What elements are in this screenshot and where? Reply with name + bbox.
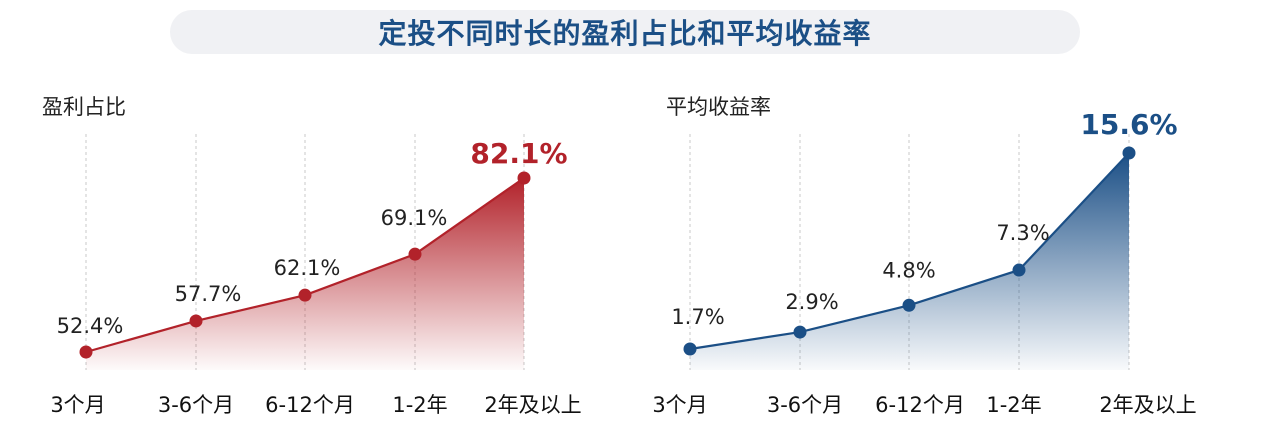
value-labels: 1.7% 2.9% 4.8% 7.3% 15.6% <box>671 108 1177 329</box>
value-label: 69.1% <box>381 206 448 230</box>
data-point <box>408 247 422 261</box>
chart-title: 平均收益率 <box>666 95 771 119</box>
data-point <box>298 288 312 302</box>
page-title: 定投不同时长的盈利占比和平均收益率 <box>378 17 872 50</box>
value-label: 57.7% <box>175 282 242 306</box>
value-labels: 52.4% 57.7% 62.1% 69.1% 82.1% <box>57 137 568 338</box>
category-label: 3个月 <box>652 393 707 417</box>
points <box>79 171 531 359</box>
chart-profit-ratio: 盈利占比 52.4% 57.7% 62.1% 69.1% 82.1% 3个月 3-6个月 6… <box>42 95 582 417</box>
category-label: 6-12个月 <box>875 393 965 417</box>
value-label: 15.6% <box>1080 108 1177 141</box>
category-label: 2年及以上 <box>1099 393 1196 417</box>
data-point <box>79 345 93 359</box>
title-banner: 定投不同时长的盈利占比和平均收益率 <box>170 10 1080 54</box>
category-label: 3个月 <box>50 393 105 417</box>
chart-title: 盈利占比 <box>42 95 126 119</box>
value-label: 82.1% <box>470 137 567 170</box>
data-point <box>1012 263 1026 277</box>
category-label: 6-12个月 <box>265 393 355 417</box>
data-point <box>793 325 807 339</box>
chart-average-return: 平均收益率 1.7% 2.9% 4.8% 7.3% 15.6% 3个月 3-6个月 6-12… <box>652 95 1196 417</box>
data-point <box>189 314 203 328</box>
data-point <box>517 171 531 185</box>
data-point <box>1122 146 1136 160</box>
value-label: 2.9% <box>785 290 838 314</box>
value-label: 4.8% <box>882 258 935 282</box>
data-point <box>902 298 916 312</box>
value-label: 1.7% <box>671 305 724 329</box>
data-point <box>683 342 697 356</box>
category-labels: 3个月 3-6个月 6-12个月 1-2年 2年及以上 <box>652 393 1196 417</box>
value-label: 52.4% <box>57 314 124 338</box>
category-label: 3-6个月 <box>767 393 843 417</box>
area-fill <box>690 153 1129 370</box>
category-labels: 3个月 3-6个月 6-12个月 1-2年 2年及以上 <box>50 393 581 417</box>
category-label: 1-2年 <box>392 393 447 417</box>
value-label: 7.3% <box>996 221 1049 245</box>
category-label: 1-2年 <box>986 393 1041 417</box>
category-label: 2年及以上 <box>484 393 581 417</box>
category-label: 3-6个月 <box>158 393 234 417</box>
value-label: 62.1% <box>274 256 341 280</box>
points <box>683 146 1136 356</box>
